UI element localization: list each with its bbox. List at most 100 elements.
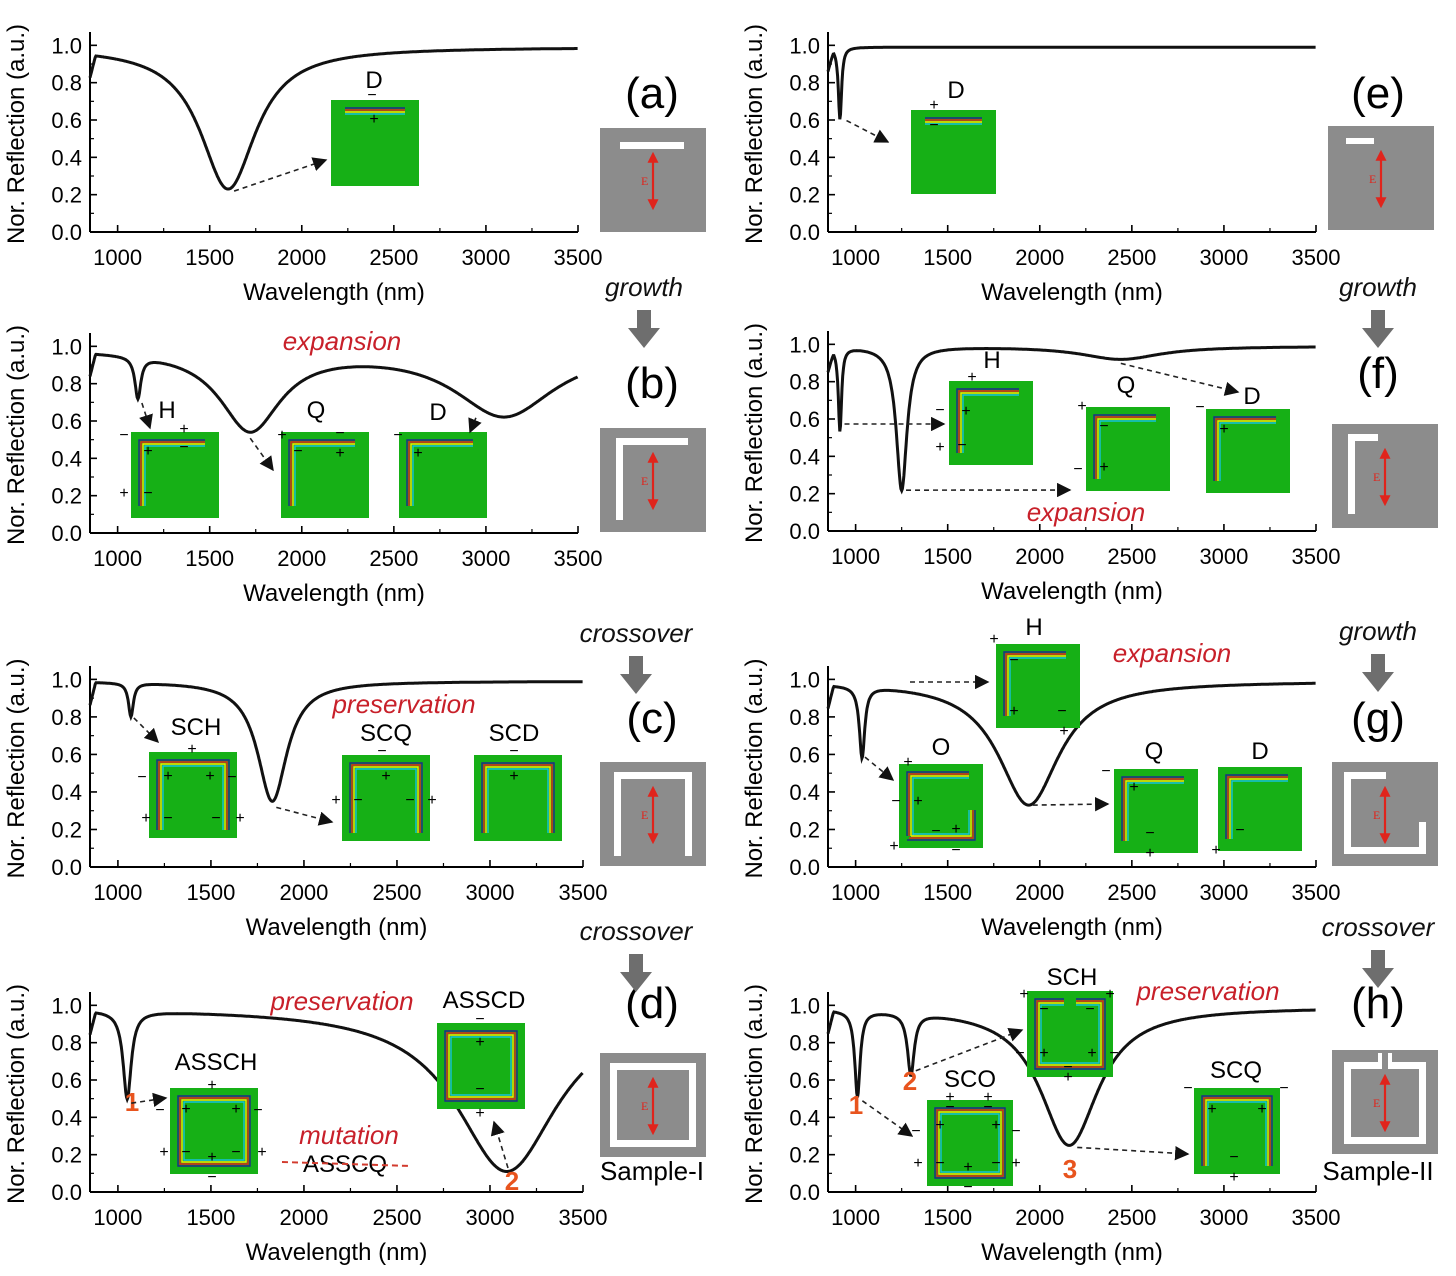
y-tick-label: 0.4 (789, 1105, 820, 1130)
charge-plus: + (475, 1105, 484, 1122)
charge-minus: − (253, 1102, 262, 1119)
charge-plus: + (1219, 421, 1228, 438)
mode-label: SCQ (360, 720, 412, 747)
charge-plus: + (1063, 1069, 1072, 1086)
mode-inset (474, 755, 562, 841)
x-tick-label: 2000 (279, 880, 328, 905)
mode-current (1229, 778, 1288, 839)
charge-minus: − (405, 792, 414, 809)
resonance-index: 2 (505, 1166, 519, 1196)
charge-minus: − (1195, 399, 1204, 416)
mode-current (156, 759, 230, 830)
charge-plus: + (207, 1149, 216, 1166)
y-axis-label: Nor. Reflection (a.u.) (741, 24, 768, 244)
charge-plus: + (1009, 703, 1018, 720)
y-tick-label: 0.8 (789, 1031, 820, 1056)
mode-inset (899, 764, 983, 848)
mode-current (353, 766, 419, 833)
charge-plus: + (475, 1034, 484, 1051)
x-tick-label: 2500 (369, 245, 418, 270)
metal-arm (1344, 847, 1426, 854)
x-tick-label: 3000 (1199, 544, 1248, 569)
charge-minus: − (293, 443, 302, 460)
charge-minus: − (1279, 1080, 1288, 1097)
mode-current (485, 766, 551, 833)
metal-arm (1346, 138, 1374, 144)
panel-b: 1000 1500 2000 2500 3000 3500 0.0 0.2 0.4 0.6 0.8 1… (3, 272, 706, 607)
charge-minus: − (1235, 822, 1244, 839)
mode-current (450, 1036, 512, 1096)
panel-label: (a) (625, 69, 679, 118)
mode-label: H (983, 347, 1000, 374)
x-tick-label: 2500 (372, 1205, 421, 1230)
charge-plus: + (231, 1101, 240, 1118)
y-tick-label: 0.0 (51, 1180, 82, 1205)
charge-plus: + (181, 1101, 190, 1118)
x-tick-label: 2000 (1015, 544, 1064, 569)
charge-plus: + (1019, 986, 1028, 1003)
mode-current (1095, 416, 1156, 479)
evolution-step-label: crossover (580, 618, 694, 648)
charge-minus: − (163, 810, 172, 827)
x-tick-label: 2000 (1015, 1205, 1064, 1230)
field-label: E (641, 474, 648, 488)
mode-label: O (932, 734, 951, 761)
metal-arm (620, 142, 684, 149)
y-tick-label: 0.4 (789, 780, 820, 805)
series-line (88, 352, 579, 434)
charge-plus: + (187, 741, 196, 758)
evolution-label: expansion (1027, 497, 1146, 527)
mode-current (1099, 420, 1156, 479)
mode-current (1009, 657, 1066, 716)
mode-inset (911, 110, 996, 194)
mode-current (1127, 782, 1184, 841)
y-tick-label: 0.2 (51, 817, 82, 842)
mode-current (907, 810, 976, 841)
metal-arm (1419, 822, 1426, 854)
evolution-step-label: growth (1339, 272, 1417, 302)
x-tick-label: 3500 (559, 880, 608, 905)
x-tick-label: 2000 (279, 1205, 328, 1230)
mode-pointer-arrow (131, 1092, 168, 1108)
panel-label: (b) (625, 359, 679, 408)
x-axis-label: Wavelength (nm) (981, 1239, 1163, 1266)
sample-label: Sample-I (600, 1156, 704, 1186)
x-tick-label: 3000 (1199, 880, 1248, 905)
series-line (88, 1011, 584, 1173)
metal-arm (1344, 772, 1386, 779)
mode-pointer-arrow (846, 119, 890, 143)
mode-label: SCQ (1210, 1057, 1262, 1084)
y-tick-label: 1.0 (789, 993, 820, 1018)
mode-current (958, 390, 1019, 453)
charge-plus: + (951, 821, 960, 838)
x-tick-label: 2000 (277, 546, 326, 571)
charge-plus: + (989, 631, 998, 648)
charge-minus: − (155, 1102, 164, 1119)
x-tick-label: 1500 (185, 245, 234, 270)
x-tick-label: 3000 (461, 546, 510, 571)
mode-current (351, 764, 421, 833)
charge-plus: + (119, 485, 128, 502)
mode-pointer-arrow (1077, 1146, 1190, 1161)
mode-label: D (429, 399, 446, 426)
structure-schematic: E (600, 428, 706, 532)
x-tick-label: 1500 (923, 245, 972, 270)
x-tick-label: 3500 (559, 1205, 608, 1230)
mode-inset (149, 752, 237, 838)
charge-plus: + (1099, 459, 1108, 476)
y-tick-label: 0.6 (789, 108, 820, 133)
mode-current (140, 441, 205, 506)
x-tick-label: 3000 (461, 245, 510, 270)
x-tick-label: 1500 (186, 880, 235, 905)
mode-current (1034, 998, 1106, 1070)
y-tick-label: 0.6 (789, 1068, 820, 1093)
mode-current (1217, 420, 1276, 481)
mode-current (1123, 778, 1184, 841)
y-tick-label: 0.6 (789, 742, 820, 767)
mode-inset (996, 644, 1080, 728)
mode-label: Q (307, 397, 326, 424)
charge-minus: − (1183, 1080, 1192, 1097)
mode-label: H (158, 397, 175, 424)
charge-plus: + (963, 1159, 972, 1176)
charge-plus: + (1257, 1101, 1266, 1118)
